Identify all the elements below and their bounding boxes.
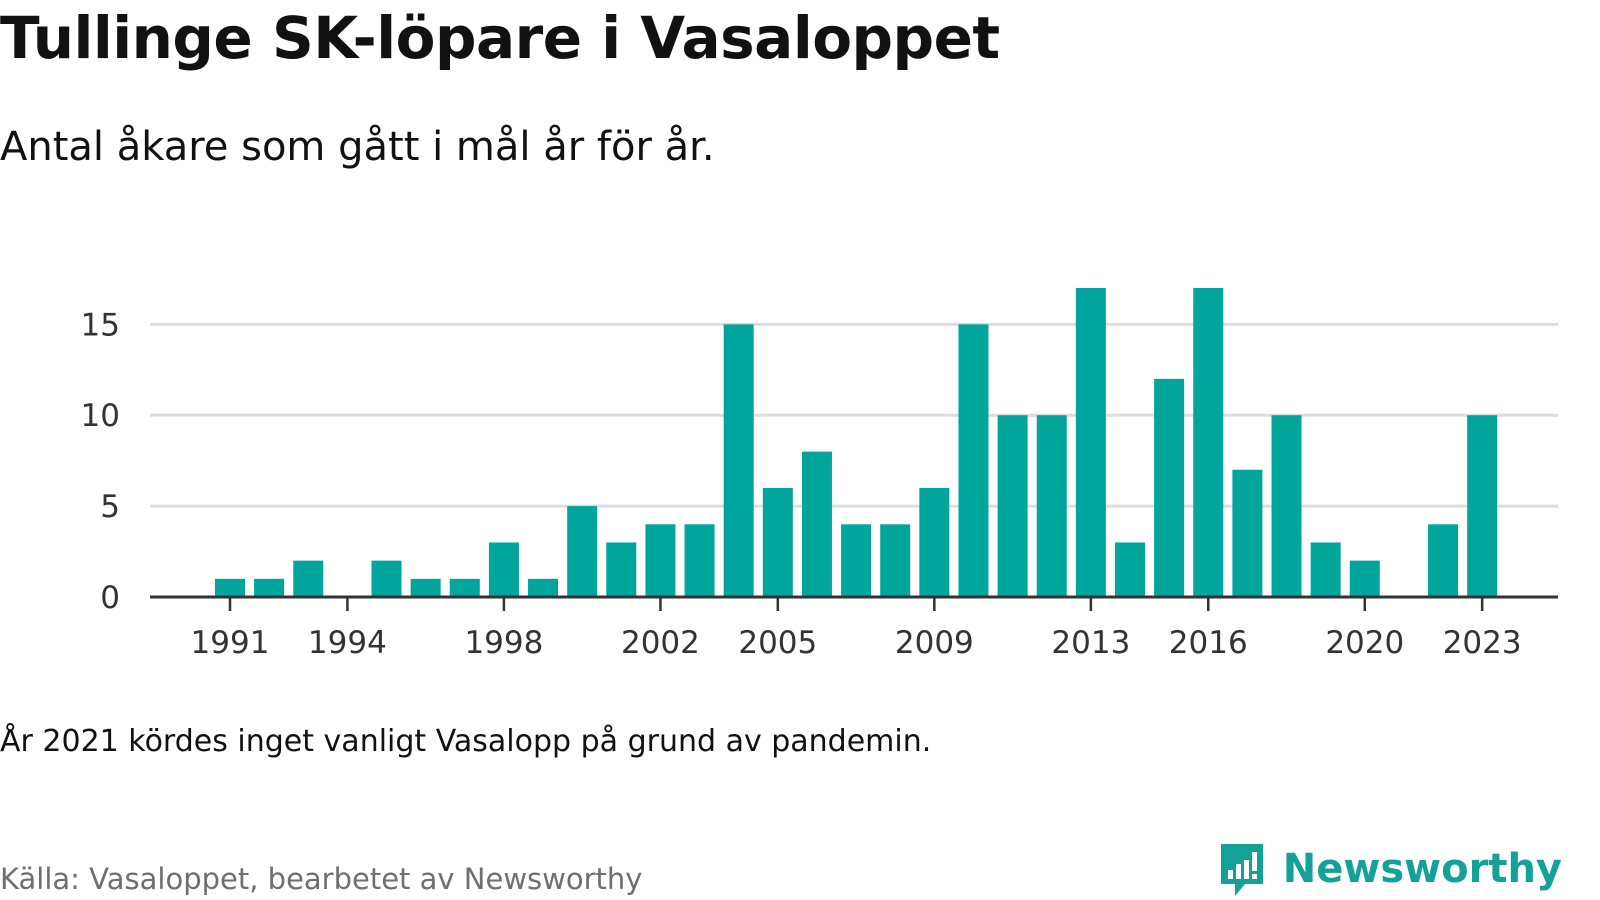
bar-2010 xyxy=(958,324,989,597)
x-tick-label: 2023 xyxy=(1443,625,1522,661)
bar-2001 xyxy=(606,542,637,597)
bar-2012 xyxy=(1036,415,1067,597)
bar-1993 xyxy=(293,560,324,597)
chart-subtitle: Antal åkare som gått i mål år för år. xyxy=(0,124,715,170)
bar-chart-bubble-icon xyxy=(1220,844,1263,896)
bar-2017 xyxy=(1232,469,1263,597)
bar-2023 xyxy=(1467,415,1498,597)
bar-2022 xyxy=(1428,524,1459,597)
bar-2007 xyxy=(841,524,872,597)
bar-chart: 0 5 10 15 1991 1994 1998 2002 2005 2009 2013 2016 2… xyxy=(81,288,1558,661)
bar-2019 xyxy=(1310,542,1341,597)
source-line: Källa: Vasaloppet, bearbetet av Newswort… xyxy=(0,862,643,896)
bar-2005 xyxy=(762,487,793,597)
bar-2000 xyxy=(567,506,598,597)
x-tick-label: 2009 xyxy=(895,625,974,661)
brand-name: Newsworthy xyxy=(1282,846,1562,892)
bar-2015 xyxy=(1154,378,1185,597)
bar-1997 xyxy=(449,578,480,597)
brand-logo: Newsworthy xyxy=(1217,838,1562,900)
x-tick-label: 1991 xyxy=(191,625,270,661)
x-axis-ticks: 1991 1994 1998 2002 2005 2009 2013 2016 2020 2023 xyxy=(191,597,1522,661)
bar-2006 xyxy=(801,451,832,597)
bar-2011 xyxy=(997,415,1028,597)
x-tick-label: 2005 xyxy=(738,625,817,661)
bar-2004 xyxy=(723,324,754,597)
x-tick-label: 2002 xyxy=(621,625,700,661)
bar-1995 xyxy=(371,560,402,597)
bars xyxy=(215,288,1498,597)
y-tick-label: 0 xyxy=(100,580,120,616)
x-tick-label: 2016 xyxy=(1169,625,1248,661)
gridlines xyxy=(150,322,1558,508)
bar-2020 xyxy=(1349,560,1380,597)
bar-1996 xyxy=(410,578,441,597)
y-tick-label: 15 xyxy=(81,307,120,343)
y-tick-label: 5 xyxy=(100,489,120,525)
bar-2009 xyxy=(919,487,950,597)
x-tick-label: 1994 xyxy=(308,625,387,661)
bar-1998 xyxy=(488,542,519,597)
bar-2018 xyxy=(1271,415,1302,597)
bar-2016 xyxy=(1193,288,1224,597)
bar-2008 xyxy=(880,524,911,597)
x-tick-label: 1998 xyxy=(464,625,543,661)
bar-1999 xyxy=(528,578,559,597)
y-tick-label: 10 xyxy=(81,398,120,434)
bar-2002 xyxy=(645,524,676,597)
bar-2014 xyxy=(1114,542,1145,597)
x-tick-label: 2020 xyxy=(1325,625,1404,661)
footnote: År 2021 kördes inget vanligt Vasalopp på… xyxy=(0,724,932,759)
bar-1992 xyxy=(254,578,285,597)
y-axis-ticks: 0 5 10 15 xyxy=(81,307,120,616)
chart-title: Tullinge SK-löpare i Vasaloppet xyxy=(0,4,1000,72)
bar-2003 xyxy=(684,524,715,597)
bar-2013 xyxy=(1075,288,1106,597)
bar-1991 xyxy=(215,578,245,597)
x-tick-label: 2013 xyxy=(1051,625,1130,661)
